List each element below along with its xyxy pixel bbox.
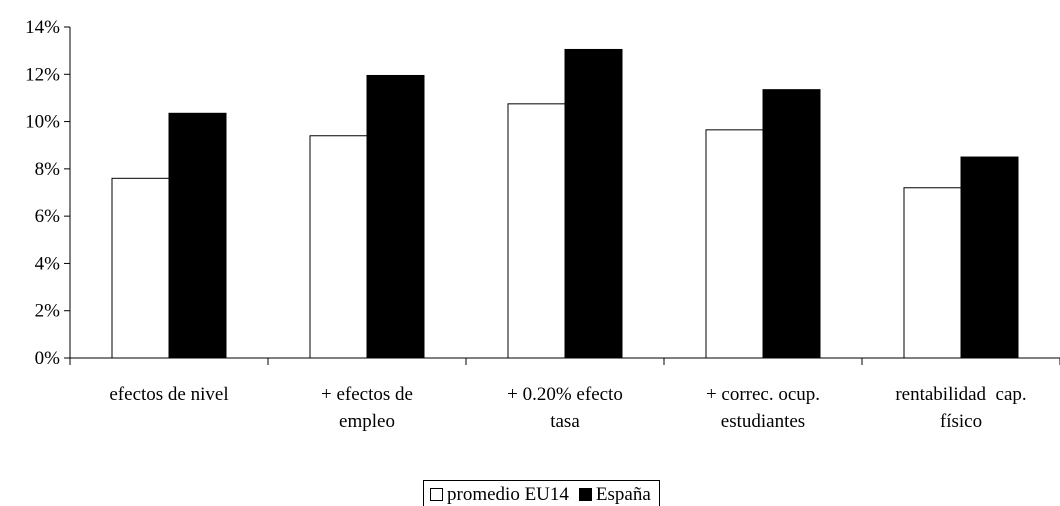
x-category-label: efectos de nivel xyxy=(109,384,228,405)
x-category-label: + efectos de xyxy=(321,384,413,405)
x-category-label: físico xyxy=(940,411,982,432)
bar-promedio-eu14 xyxy=(309,135,368,359)
y-tick-label: 4% xyxy=(35,253,61,274)
y-tick-label: 14% xyxy=(25,17,60,38)
y-tick-label: 8% xyxy=(35,159,61,180)
legend-label-espana: España xyxy=(595,483,651,505)
x-category-label: empleo xyxy=(339,411,395,432)
bar-promedio-eu14 xyxy=(705,129,764,359)
x-category-label: + 0.20% efecto xyxy=(507,384,623,405)
bar-espana xyxy=(762,89,821,359)
bar-promedio-eu14 xyxy=(903,187,962,359)
legend-swatch-espana xyxy=(578,488,592,501)
bar-promedio-eu14 xyxy=(111,177,170,359)
x-category-label: + correc. ocup. xyxy=(706,384,820,405)
x-category-label: tasa xyxy=(550,411,580,432)
legend-label-eu14: promedio EU14 xyxy=(447,483,569,505)
x-category-label: rentabilidad cap. xyxy=(895,384,1026,405)
bar-espana xyxy=(366,74,425,359)
bar-espana xyxy=(564,48,623,359)
legend-item-espana: España xyxy=(578,483,651,506)
y-tick-label: 6% xyxy=(35,206,61,227)
bar-promedio-eu14 xyxy=(507,103,566,359)
legend-swatch-eu14 xyxy=(430,488,443,501)
x-category-label: estudiantes xyxy=(721,411,805,432)
y-tick-label: 10% xyxy=(25,112,60,133)
y-tick-label: 12% xyxy=(25,64,60,85)
legend-item-eu14: promedio EU14 xyxy=(430,484,569,506)
bar-espana xyxy=(168,112,227,359)
y-tick-label: 0% xyxy=(35,348,61,369)
y-tick-label: 2% xyxy=(35,301,61,322)
legend: promedio EU14 España xyxy=(423,480,660,506)
bar-espana xyxy=(960,156,1019,359)
